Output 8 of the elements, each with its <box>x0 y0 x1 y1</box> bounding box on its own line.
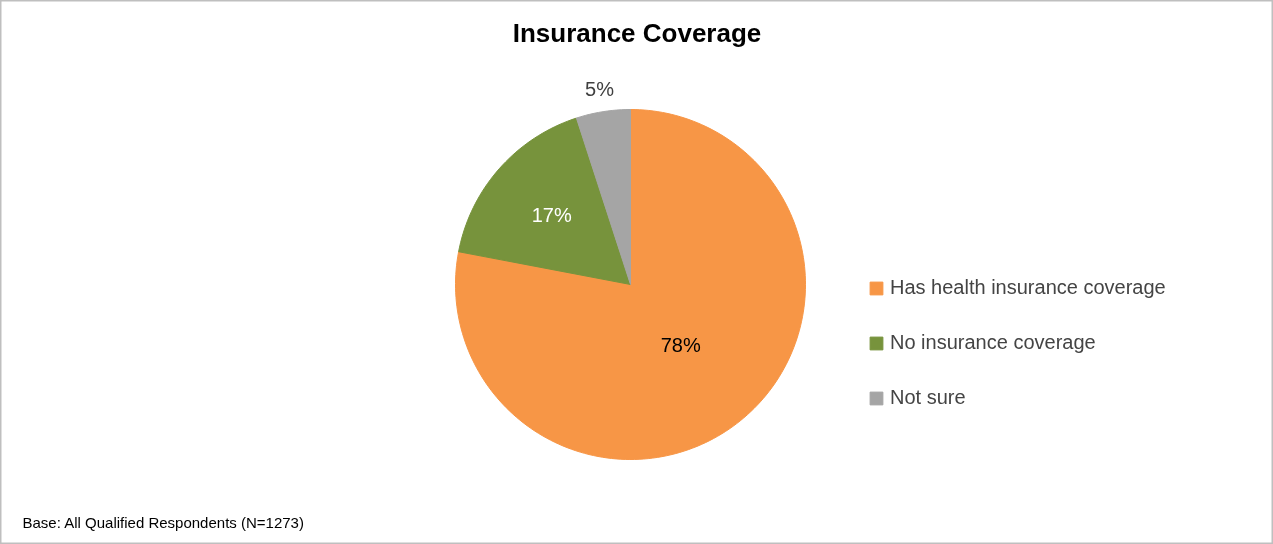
text: Base: All Qualified Respondents (N=1273) <box>22 514 304 531</box>
legend-label: Not sure <box>890 386 966 409</box>
data-label: 5% <box>585 78 615 101</box>
data-label: 78% <box>660 334 701 357</box>
legend-label: Has health insurance coverage <box>890 276 1166 299</box>
data-label: 17% <box>531 204 572 227</box>
chart-title: Insurance Coverage <box>512 17 762 48</box>
legend-label: No insurance coverage <box>890 331 1096 354</box>
